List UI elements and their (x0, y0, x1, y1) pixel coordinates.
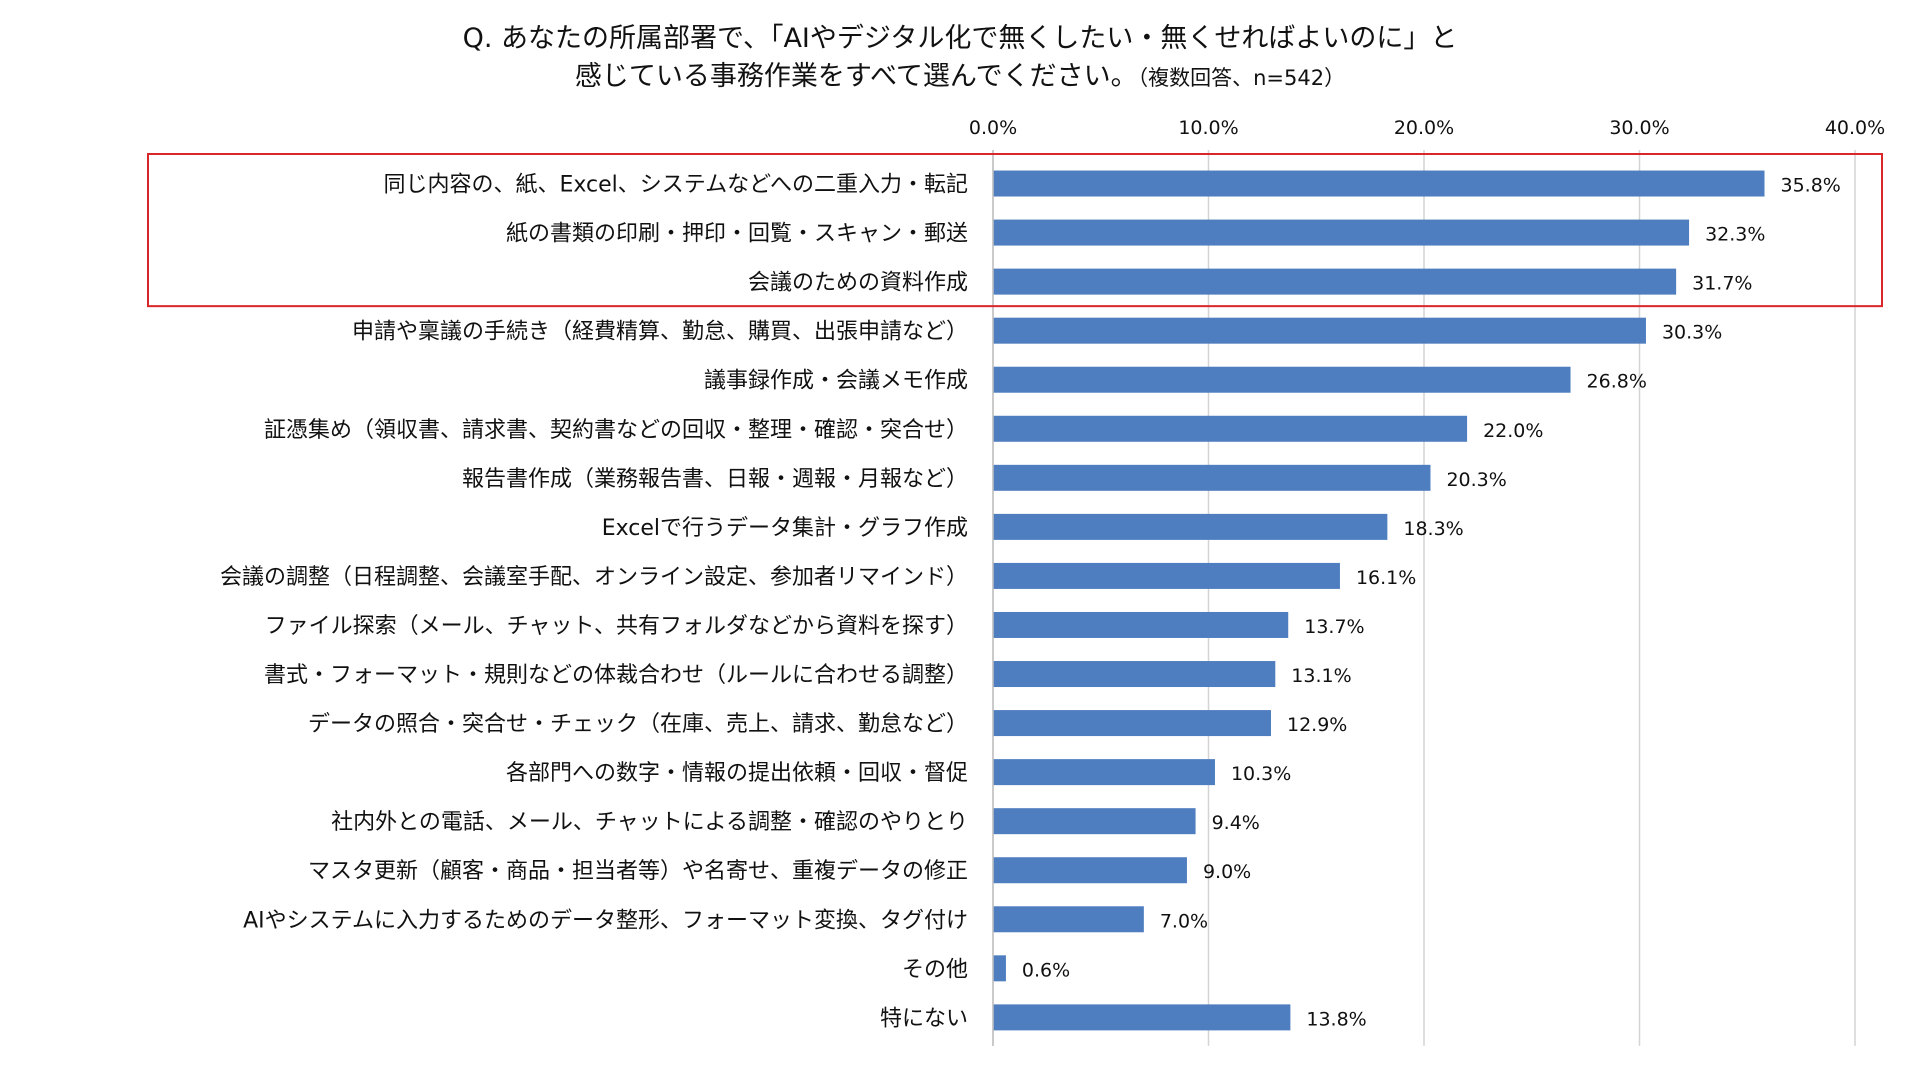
data-label: 26.8% (1587, 371, 1647, 393)
chart-title-line-1: Q. あなたの所属部署で、「AIやデジタル化で無くしたい・無くせればよいのに」と (462, 23, 1458, 54)
data-label: 7.0% (1160, 910, 1208, 932)
bar (993, 464, 1431, 491)
category-label: 各部門への数字・情報の提出依頼・回収・督促 (506, 761, 968, 786)
category-label: マスタ更新（顧客・商品・担当者等）や名寄せ、重複データの修正 (308, 859, 968, 884)
bar (993, 611, 1289, 638)
x-tick-label: 0.0% (969, 117, 1017, 139)
category-label: 報告書作成（業務報告書、日報・週報・月報など） (462, 467, 968, 492)
category-label: 証憑集め（領収書、請求書、契約書などの回収・整理・確認・突合せ） (264, 418, 968, 443)
bar (993, 1004, 1291, 1031)
category-label: 社内外との電話、メール、チャットによる調整・確認のやりとり (331, 810, 968, 835)
bar (993, 513, 1388, 540)
bar (993, 219, 1690, 246)
bar (993, 268, 1677, 295)
data-label: 32.3% (1705, 224, 1765, 246)
category-label: 書式・フォーマット・規則などの体裁合わせ（ルールに合わせる調整） (264, 663, 968, 688)
bar (993, 710, 1271, 737)
category-label: 申請や稟議の手続き（経費精算、勤怠、購買、出張申請など） (352, 320, 968, 345)
data-label: 20.3% (1446, 469, 1506, 491)
x-tick-label: 30.0% (1609, 117, 1669, 139)
data-label: 13.1% (1291, 665, 1351, 687)
x-tick-label: 10.0% (1178, 117, 1238, 139)
category-label: ファイル探索（メール、チャット、共有フォルダなどから資料を探す） (265, 614, 968, 639)
category-label: AIやシステムに入力するためのデータ整形、フォーマット変換、タグ付け (243, 908, 968, 933)
bar (993, 906, 1144, 933)
bar (993, 808, 1196, 835)
bar (993, 759, 1215, 786)
category-label: Excelで行うデータ集計・グラフ作成 (602, 516, 968, 541)
data-label: 10.3% (1231, 763, 1291, 785)
bar (993, 317, 1646, 344)
category-label: 紙の書類の印刷・押印・回覧・スキャン・郵送 (506, 222, 968, 247)
data-label: 12.9% (1287, 714, 1347, 736)
data-label: 13.8% (1306, 1008, 1366, 1030)
data-label: 22.0% (1483, 420, 1543, 442)
data-label: 31.7% (1692, 273, 1752, 295)
data-label: 0.6% (1022, 959, 1070, 981)
category-label: 会議の調整（日程調整、会議室手配、オンライン設定、参加者リマインド） (220, 565, 968, 590)
data-label: 18.3% (1403, 518, 1463, 540)
category-label: 会議のための資料作成 (748, 271, 968, 296)
data-label: 30.3% (1662, 322, 1722, 344)
x-tick-label: 40.0% (1825, 117, 1885, 139)
data-label: 35.8% (1780, 175, 1840, 197)
highlight-box (147, 153, 1883, 308)
bar (993, 661, 1276, 688)
data-label: 13.7% (1304, 616, 1364, 638)
category-label: 特にない (880, 1006, 968, 1031)
category-label: その他 (902, 957, 968, 982)
chart-title-main: 感じている事務作業をすべて選んでください。 (574, 61, 1138, 92)
category-label: 同じ内容の、紙、Excel、システムなどへの二重入力・転記 (383, 173, 968, 198)
category-label: 議事録作成・会議メモ作成 (704, 369, 968, 394)
bar (993, 562, 1340, 589)
chart-title-note: （複数回答、n=542） (1137, 66, 1346, 90)
data-label: 16.1% (1356, 567, 1416, 589)
data-label: 9.0% (1203, 861, 1251, 883)
bar (993, 415, 1468, 442)
chart-title-line-2: 感じている事務作業をすべて選んでください。（複数回答、n=542） (0, 60, 1920, 95)
x-tick-label: 20.0% (1394, 117, 1454, 139)
bar (993, 170, 1765, 197)
category-label: データの照合・突合せ・チェック（在庫、売上、請求、勤怠など） (308, 712, 968, 737)
bar (993, 366, 1571, 393)
bar (993, 857, 1187, 884)
bar (993, 955, 1006, 982)
data-label: 9.4% (1212, 812, 1260, 834)
